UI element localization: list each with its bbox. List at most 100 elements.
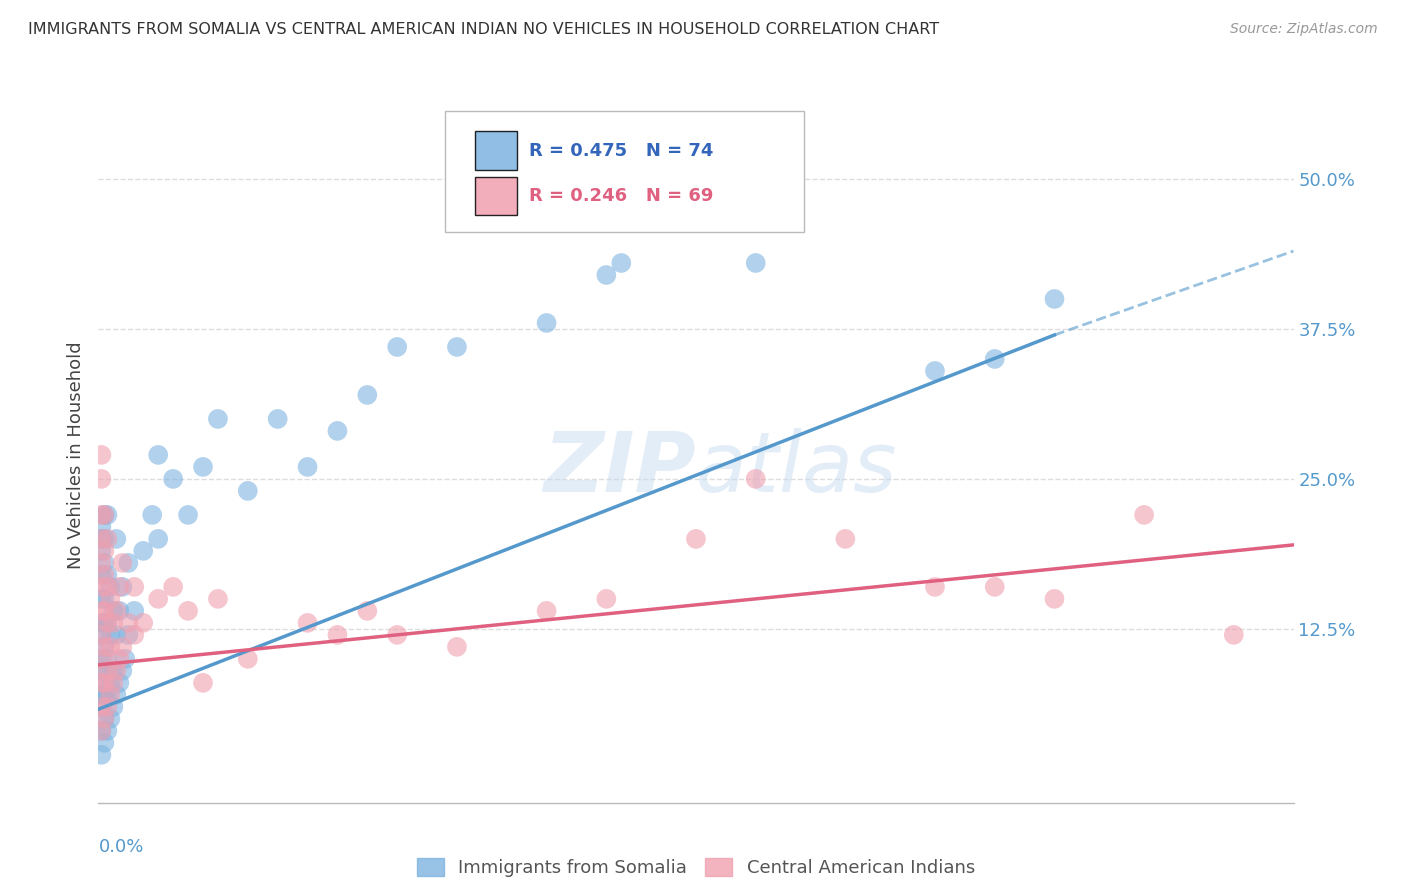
Point	[96, 688, 118, 702]
Point	[93, 640, 115, 654]
Point	[96, 508, 118, 522]
Text: R = 0.246   N = 69: R = 0.246 N = 69	[529, 187, 713, 205]
Point	[96, 532, 118, 546]
Point	[90, 676, 112, 690]
Point	[595, 268, 617, 282]
Point	[111, 556, 134, 570]
Point	[90, 520, 112, 534]
Point	[207, 591, 229, 606]
Point	[93, 532, 115, 546]
Point	[96, 615, 118, 630]
Point	[117, 628, 139, 642]
Point	[297, 615, 319, 630]
Point	[132, 615, 155, 630]
Point	[93, 712, 115, 726]
Point	[745, 256, 768, 270]
Point	[983, 351, 1005, 366]
Point	[105, 532, 128, 546]
Point	[685, 532, 707, 546]
Point	[103, 699, 125, 714]
Point	[326, 424, 349, 438]
Point	[162, 580, 184, 594]
Point	[96, 652, 118, 666]
Point	[90, 652, 112, 666]
Point	[93, 712, 115, 726]
Point	[90, 723, 112, 738]
Point	[924, 580, 946, 594]
Point	[114, 652, 136, 666]
Point	[103, 604, 125, 618]
Point	[267, 412, 290, 426]
Point	[103, 664, 125, 678]
Point	[90, 723, 112, 738]
Point	[90, 591, 112, 606]
Point	[93, 591, 115, 606]
Point	[162, 472, 184, 486]
Point	[93, 676, 115, 690]
Point	[103, 676, 125, 690]
Point	[111, 664, 134, 678]
Point	[236, 483, 259, 498]
Point	[90, 567, 112, 582]
Point	[93, 567, 115, 582]
Point	[124, 604, 146, 618]
Point	[207, 412, 229, 426]
Point	[90, 628, 112, 642]
FancyBboxPatch shape	[444, 111, 804, 232]
Point	[236, 652, 259, 666]
Point	[595, 591, 617, 606]
Point	[983, 580, 1005, 594]
Point	[177, 604, 200, 618]
Point	[191, 459, 214, 474]
Point	[96, 567, 118, 582]
Point	[96, 664, 118, 678]
Point	[148, 448, 170, 462]
Text: Source: ZipAtlas.com: Source: ZipAtlas.com	[1230, 22, 1378, 37]
Point	[105, 628, 128, 642]
Point	[90, 580, 112, 594]
Point	[90, 688, 112, 702]
Point	[90, 532, 112, 546]
Point	[96, 580, 118, 594]
Point	[148, 591, 170, 606]
Text: ZIP: ZIP	[543, 428, 696, 509]
Point	[105, 688, 128, 702]
Point	[90, 532, 112, 546]
Point	[834, 532, 856, 546]
Point	[1223, 628, 1246, 642]
Point	[90, 448, 112, 462]
Text: IMMIGRANTS FROM SOMALIA VS CENTRAL AMERICAN INDIAN NO VEHICLES IN HOUSEHOLD CORR: IMMIGRANTS FROM SOMALIA VS CENTRAL AMERI…	[28, 22, 939, 37]
Point	[90, 508, 112, 522]
Point	[93, 664, 115, 678]
Point	[1043, 292, 1066, 306]
Point	[93, 688, 115, 702]
Point	[117, 556, 139, 570]
Point	[90, 544, 112, 558]
Point	[98, 628, 122, 642]
Point	[536, 316, 558, 330]
Point	[536, 604, 558, 618]
Point	[148, 532, 170, 546]
Point	[93, 615, 115, 630]
Point	[117, 615, 139, 630]
Point	[108, 652, 131, 666]
Point	[96, 699, 118, 714]
Point	[93, 604, 115, 618]
Text: R = 0.475   N = 74: R = 0.475 N = 74	[529, 142, 713, 160]
Point	[356, 604, 378, 618]
Point	[96, 615, 118, 630]
Point	[124, 628, 146, 642]
Y-axis label: No Vehicles in Household: No Vehicles in Household	[66, 341, 84, 569]
Point	[191, 676, 214, 690]
Point	[90, 604, 112, 618]
Point	[177, 508, 200, 522]
Point	[103, 615, 125, 630]
Point	[105, 604, 128, 618]
Point	[90, 652, 112, 666]
Point	[90, 676, 112, 690]
Legend: Immigrants from Somalia, Central American Indians: Immigrants from Somalia, Central America…	[409, 850, 983, 884]
Point	[93, 640, 115, 654]
Point	[93, 736, 115, 750]
Point	[98, 712, 122, 726]
Point	[98, 640, 122, 654]
